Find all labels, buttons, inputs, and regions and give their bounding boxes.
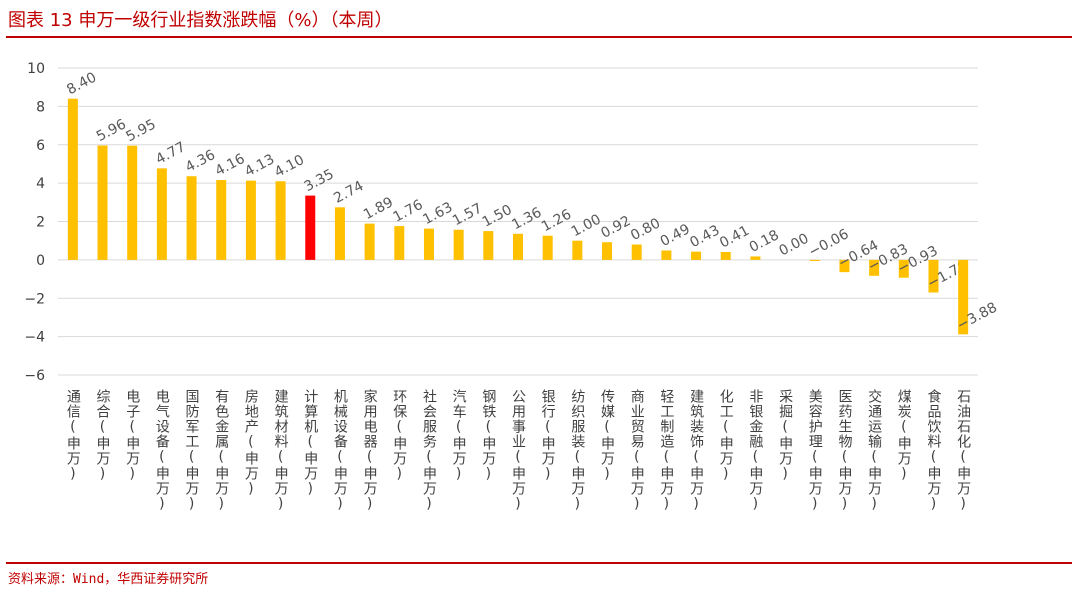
category-label: 房地产(申万) [243, 389, 259, 498]
value-label: 0.00 [776, 231, 811, 260]
category-label: 食品饮料(申万) [925, 388, 941, 513]
value-label: 4.10 [272, 152, 307, 181]
value-label: 0.80 [628, 215, 663, 244]
value-label: 0.18 [747, 227, 782, 256]
category-label: 银行(申万) [540, 389, 556, 483]
footer-divider [6, 562, 1072, 564]
category-label: 建筑装饰(申万) [688, 389, 704, 513]
value-label: 5.95 [124, 116, 159, 145]
category-label: 建筑材料(申万) [273, 389, 289, 513]
category-label: 公用事业(申万) [510, 389, 526, 513]
bar [156, 168, 167, 260]
y-tick-label: −6 [24, 368, 45, 384]
value-label: 1.00 [569, 211, 604, 240]
bar [869, 259, 880, 276]
bar [750, 256, 761, 260]
category-label: 商业贸易(申万) [629, 389, 645, 513]
category-label: 综合(申万) [95, 389, 111, 483]
bar [958, 259, 969, 335]
category-label: 计算机(申万) [302, 389, 318, 498]
category-label: 轻工制造(申万) [658, 389, 674, 513]
category-label: 传媒(申万) [599, 389, 615, 483]
bar [839, 259, 850, 273]
y-tick-label: 10 [27, 61, 45, 77]
category-label: 美容护理(申万) [807, 389, 823, 513]
category-label: 煤炭(申万) [896, 389, 912, 483]
value-label: 2.74 [331, 178, 366, 207]
category-label: 汽车(申万) [451, 389, 467, 483]
value-label: 0.92 [598, 213, 633, 242]
bar [483, 231, 494, 260]
bar [127, 145, 138, 260]
category-label: 社会服务(申万) [421, 389, 437, 513]
bar [542, 235, 553, 260]
category-label: 机械设备(申万) [332, 389, 348, 513]
value-label: 4.36 [183, 147, 218, 176]
category-label: 采掘(申万) [777, 389, 793, 483]
bar [691, 251, 702, 260]
category-label: 通信(申万) [65, 389, 81, 483]
category-label: 非银金融(申万) [747, 389, 763, 513]
y-tick-label: 2 [36, 215, 45, 231]
value-label: 1.36 [509, 205, 544, 234]
bar [453, 229, 464, 260]
y-tick-label: 0 [36, 253, 45, 269]
bar [572, 240, 583, 260]
y-tick-label: 6 [36, 138, 45, 154]
bar [631, 244, 642, 260]
value-label: 0.41 [717, 223, 752, 252]
source-note: 资料来源：Wind，华西证券研究所 [8, 572, 209, 587]
category-label: 钢铁(申万) [480, 389, 496, 483]
bar [364, 223, 375, 260]
value-label: 1.50 [480, 202, 515, 231]
bar [275, 181, 286, 260]
bar [245, 180, 256, 260]
value-label: 8.40 [64, 69, 99, 98]
y-tick-label: −2 [24, 291, 45, 307]
bar [513, 233, 523, 260]
bar-chart: 1086420−2−4−68.40通信(申万)5.96综合(申万)5.95电子(… [24, 61, 1000, 513]
bar [97, 145, 108, 260]
category-label: 环保(申万) [391, 389, 407, 483]
value-label: 1.89 [361, 194, 396, 223]
bar [602, 242, 613, 260]
y-tick-label: −4 [24, 330, 45, 346]
bar [305, 195, 316, 260]
value-label: 3.35 [302, 166, 337, 195]
bar [661, 250, 672, 260]
category-label: 国防军工(申万) [184, 389, 200, 513]
value-label: 1.63 [420, 199, 455, 228]
bar [928, 259, 939, 293]
category-label: 有色金属(申万) [213, 389, 229, 513]
bar [394, 226, 405, 260]
bar [720, 252, 731, 260]
value-label: 1.57 [450, 201, 485, 230]
bar [216, 180, 227, 260]
category-label: 电子(申万) [124, 389, 140, 483]
bar [423, 228, 434, 260]
value-label: 0.49 [658, 221, 693, 250]
category-label: 化工(申万) [718, 389, 734, 483]
category-label: 医药生物(申万) [836, 389, 852, 513]
category-label: 电气设备(申万) [154, 389, 170, 513]
bar [67, 98, 78, 260]
value-label: 1.26 [539, 206, 574, 235]
category-label: 家用电器(申万) [362, 388, 378, 513]
title-divider [6, 36, 1072, 38]
bar [334, 207, 345, 260]
y-tick-label: 4 [36, 176, 45, 192]
bar [898, 259, 909, 278]
bar [809, 259, 820, 262]
category-label: 石油石化(申万) [955, 389, 971, 513]
bar [186, 176, 197, 260]
category-label: 纺织服装(申万) [569, 389, 585, 513]
y-tick-label: 8 [36, 99, 45, 115]
figure-title: 图表 13 申万一级行业指数涨跌幅（%）（本周） [8, 10, 393, 31]
category-label: 交通运输(申万) [866, 388, 882, 513]
